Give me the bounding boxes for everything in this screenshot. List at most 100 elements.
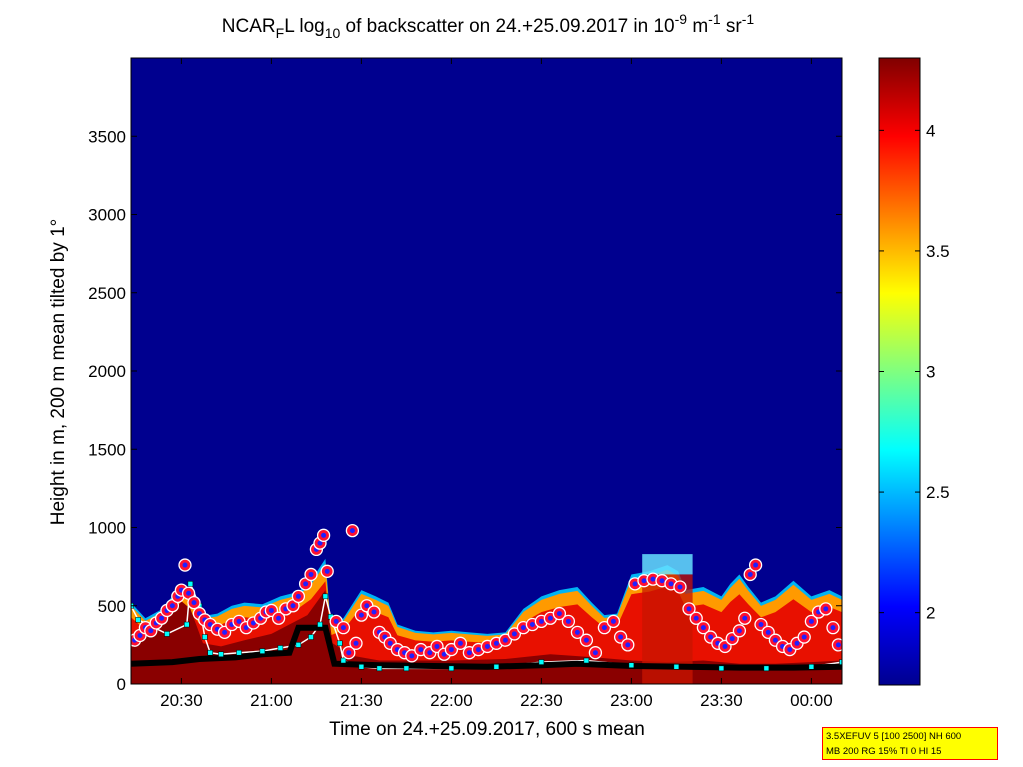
cloud-base-marker-center <box>565 618 571 624</box>
cloud-base-marker-center <box>159 615 165 621</box>
cloud-base-marker-center <box>758 622 764 628</box>
cloud-base-marker-center <box>448 647 454 653</box>
cloud-base-marker-center <box>529 622 535 628</box>
cloud-base-marker-center <box>677 584 683 590</box>
cloud-base-marker-center <box>466 650 472 656</box>
mixing-layer-marker <box>317 621 323 628</box>
cloud-base-marker-center <box>137 632 143 638</box>
y-tick-label: 500 <box>98 597 126 616</box>
cloud-base-marker-center <box>753 562 759 568</box>
mixing-layer-marker <box>322 593 329 600</box>
colorbar: 2 2.5 3 3.5 4 <box>878 57 950 686</box>
mixing-layer-marker <box>358 664 365 670</box>
cloud-base-marker-center <box>148 628 154 634</box>
y-tick-label: 3000 <box>88 206 126 225</box>
blue-streak <box>642 554 693 575</box>
cloud-base-marker-center <box>686 606 692 612</box>
cloud-base-marker-center <box>659 578 665 584</box>
cloud-base-marker-center <box>574 629 580 635</box>
cloud-base-marker-center <box>747 571 753 577</box>
cloud-base-marker-center <box>207 622 213 628</box>
colorbar-tick-label: 3.5 <box>926 242 950 261</box>
info-box-line1: 3.5XEFUV 5 [100 2500] NH 600 <box>826 731 962 742</box>
cloud-base-marker-center <box>787 647 793 653</box>
cloud-base-marker-center <box>700 625 706 631</box>
cloud-base-marker-center <box>418 647 424 653</box>
cloud-base-marker-center <box>835 642 841 648</box>
cloud-base-marker-center <box>830 625 836 631</box>
colorbar-tick-label: 2.5 <box>926 483 950 502</box>
cloud-base-marker-center <box>324 568 330 574</box>
cloud-base-marker-center <box>353 640 359 646</box>
cloud-base-marker-center <box>547 615 553 621</box>
cloud-base-marker-center <box>772 637 778 643</box>
cloud-base-marker-center <box>387 640 393 646</box>
cloud-base-marker-center <box>484 643 490 649</box>
mixing-layer-marker <box>538 659 545 665</box>
cloud-base-marker-center <box>434 643 440 649</box>
cloud-base-marker-center <box>186 590 192 596</box>
cloud-base-marker-center <box>290 603 296 609</box>
mixing-layer-marker <box>340 657 347 664</box>
y-tick-label: 1500 <box>88 440 126 459</box>
cloud-base-marker-center <box>321 532 327 538</box>
mixing-layer-marker <box>295 642 302 648</box>
mixing-layer-marker <box>164 631 170 637</box>
cloud-base-marker-center <box>493 640 499 646</box>
info-box-line2: MB 200 RG 15% TI 0 HI 15 <box>826 746 942 757</box>
cloud-base-marker-center <box>742 615 748 621</box>
mixing-layer-marker <box>207 649 213 656</box>
y-axis-label: Height in m, 200 m mean tilted by 1° <box>48 219 69 525</box>
plot-content <box>131 523 842 684</box>
cloud-base-marker-center <box>708 634 714 640</box>
cloud-base-marker-center <box>191 600 197 606</box>
layer-black-line <box>131 624 842 671</box>
cloud-base-marker-center <box>502 637 508 643</box>
mixing-layer-marker <box>236 649 242 656</box>
cloud-base-marker-center <box>308 571 314 577</box>
cloud-base-marker-center <box>583 637 589 643</box>
cloud-base-marker-center <box>276 615 282 621</box>
cloud-base-marker-center <box>729 636 735 642</box>
cloud-base-marker-center <box>736 628 742 634</box>
x-tick-label: 22:00 <box>430 691 473 710</box>
cloud-base-marker-center <box>538 618 544 624</box>
x-axis-label: Time on 24.+25.09.2017, 600 s mean <box>329 719 645 740</box>
x-axis: 20:30 21:00 21:30 22:00 22:30 23:00 23:30 00:00 <box>160 58 833 710</box>
boundary-layer-darkred <box>131 590 842 684</box>
x-tick-label: 21:00 <box>250 691 293 710</box>
cloud-base-marker-center <box>317 540 323 546</box>
cloud-base-marker-center <box>618 634 624 640</box>
cloud-base-marker-center <box>268 607 274 613</box>
cloud-base-marker-center <box>182 562 188 568</box>
colorbar-tick-label: 4 <box>926 121 935 140</box>
mixing-layer-marker <box>218 651 224 658</box>
cloud-base-marker-center <box>556 611 562 617</box>
plot-background <box>131 58 842 684</box>
cloud-base-marker-center <box>625 642 631 648</box>
cloud-base-marker-center <box>823 606 829 612</box>
cloud-base-marker-center <box>693 615 699 621</box>
x-tick-label: 00:00 <box>790 691 833 710</box>
y-tick-label: 1000 <box>88 519 126 538</box>
chart-title: NCARFL log10 of backscatter on 24.+25.09… <box>222 11 755 41</box>
cloud-base-marker-center <box>641 578 647 584</box>
y-tick-label: 2000 <box>88 362 126 381</box>
cloud-base-marker-center <box>650 576 656 582</box>
x-tick-label: 22:30 <box>520 691 563 710</box>
mixing-layer-marker <box>403 665 410 672</box>
cloud-base-marker-center <box>250 620 256 626</box>
mixing-layer-marker <box>718 665 725 672</box>
mixing-layer-marker <box>308 634 314 640</box>
cloud-base-marker-center <box>794 640 800 646</box>
mixing-layer-marker <box>583 657 590 664</box>
mixing-layer-marker <box>673 664 680 670</box>
cloud-base-marker-center <box>427 650 433 656</box>
cloud-base-marker-center <box>808 618 814 624</box>
cloud-base-marker-center <box>340 625 346 631</box>
x-tick-label: 21:30 <box>340 691 383 710</box>
cloud-base-marker-center <box>243 625 249 631</box>
cloud-base-marker-center <box>801 634 807 640</box>
colorbar-ticks: 2 2.5 3 3.5 4 <box>879 121 950 623</box>
plot-area <box>130 57 843 685</box>
